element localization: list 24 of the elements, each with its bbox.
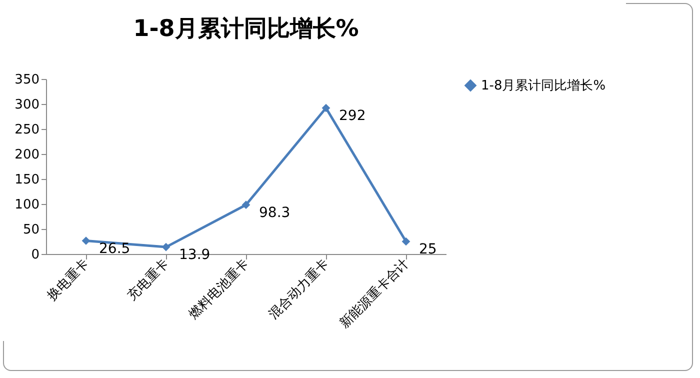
y-tick-label: 250 [14,122,40,138]
y-tick-label: 200 [14,148,40,162]
x-tick-label: 充电重卡 [124,256,172,304]
data-label: 292 [339,108,366,124]
data-label: 26.5 [99,240,130,257]
point [162,242,170,252]
x-tick-label: 混合动力重卡 [266,256,332,322]
x-tick-label: 换电重卡 [44,256,92,304]
x-tick-label: 新能源重卡合计 [337,256,412,332]
point [242,200,250,210]
point [82,236,90,245]
y-tick-label: 300 [14,98,40,112]
y-tick-label: 100 [14,198,40,212]
point [322,104,330,112]
point [402,237,410,246]
chart-title: 1-8月累计同比增长% [133,16,359,42]
data-label: 98.3 [259,204,290,221]
y-tick-label: 50 [22,222,40,238]
y-tick-label: 350 [14,72,40,88]
data-label: 13.9 [179,247,210,264]
y-tick-label: 0 [31,248,40,262]
legend-label: 1-8月累计同比增长% [481,78,606,94]
y-tick-label: 150 [14,172,40,188]
data-label: 25 [419,242,437,258]
